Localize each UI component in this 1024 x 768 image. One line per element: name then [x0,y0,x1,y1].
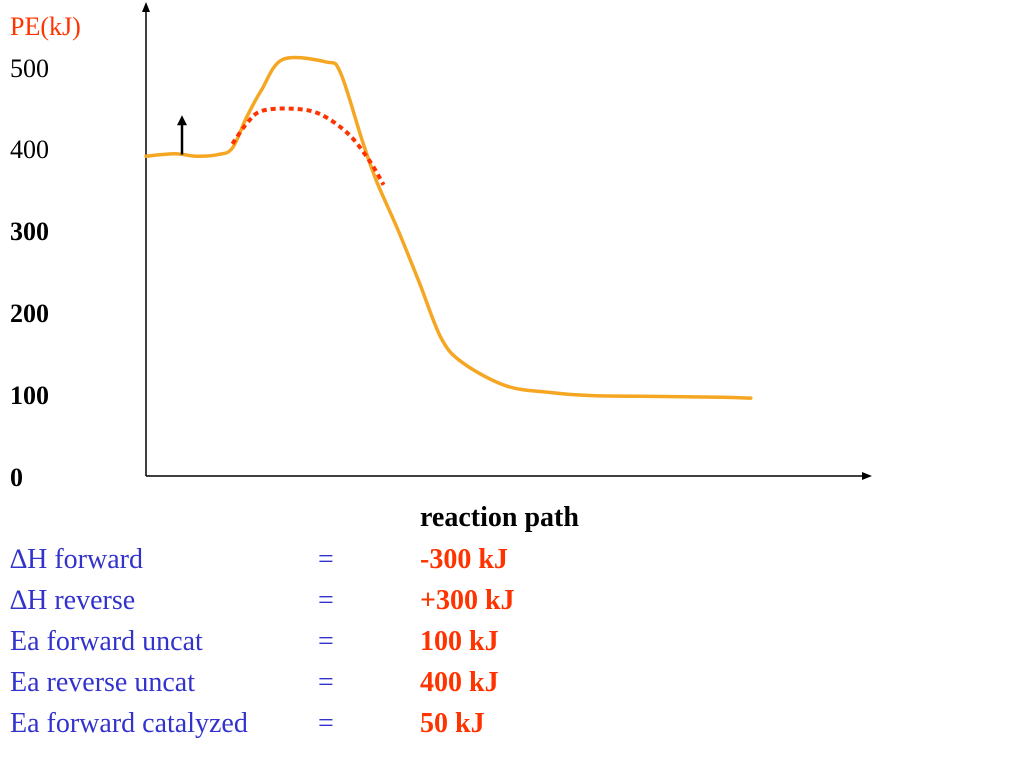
x-axis-arrowhead [862,472,872,480]
x-axis-label: reaction path [420,502,579,533]
equals-sign: = [318,667,334,698]
y-tick-200: 200 [10,299,49,328]
result-value: +300 kJ [420,585,515,616]
result-value: -300 kJ [420,544,508,575]
equals-sign: = [318,708,334,739]
axes [142,2,872,480]
result-value: 100 kJ [420,626,499,657]
y-axis-label: PE(kJ) [10,12,81,41]
y-tick-300: 300 [10,217,49,246]
result-row-dh-reverse: ∆H reverse = +300 kJ [10,585,610,621]
y-tick-400: 400 [10,135,49,164]
result-row-ea-forward-uncat: Ea forward uncat = 100 kJ [10,626,610,662]
y-tick-0: 0 [10,463,23,492]
equals-sign: = [318,585,334,616]
catalyzed-curve [230,106,386,186]
up-arrow-icon [177,115,187,126]
result-label: Ea reverse uncat [10,667,195,698]
result-value: 50 kJ [420,708,485,739]
uncatalyzed-curve [144,55,753,400]
y-tick-100: 100 [10,381,49,410]
y-axis-arrowhead [142,2,150,12]
result-label: ∆H forward [10,544,143,575]
chart-plot [142,2,872,480]
equals-sign: = [318,544,334,575]
result-row-ea-forward-catalyzed: Ea forward catalyzed = 50 kJ [10,708,610,744]
result-row-ea-reverse-uncat: Ea reverse uncat = 400 kJ [10,667,610,703]
y-tick-500: 500 [10,54,49,83]
curves [144,55,753,400]
result-label: Ea forward catalyzed [10,708,248,739]
result-row-dh-forward: ∆H forward = -300 kJ [10,544,610,580]
result-label: ∆H reverse [10,585,136,616]
result-value: 400 kJ [420,667,499,698]
result-label: Ea forward uncat [10,626,203,657]
equals-sign: = [318,626,334,657]
